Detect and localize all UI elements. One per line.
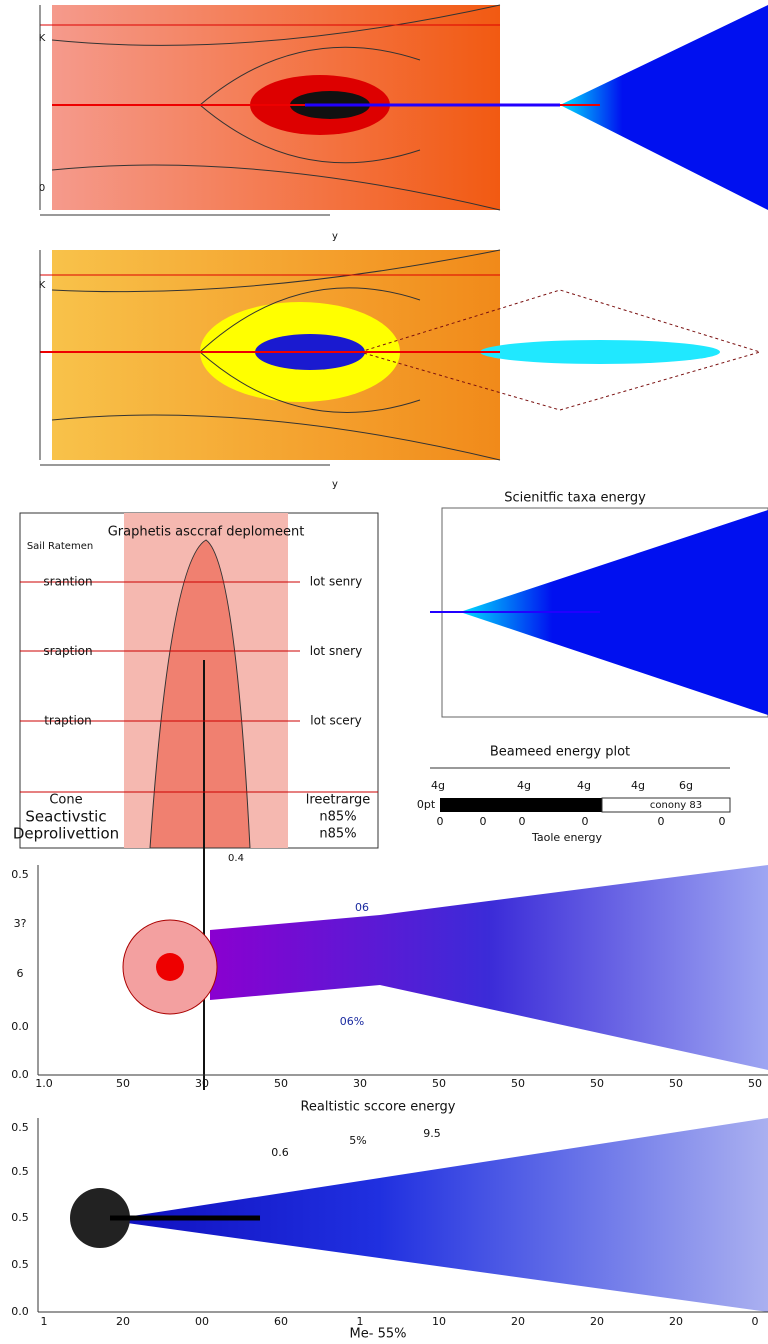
label: lot senry [310,575,362,589]
label: 20 [590,1315,604,1328]
label: 0.0 [11,1020,29,1033]
label: y [332,479,338,490]
label: traption [44,714,92,728]
panel-2 [39,249,762,466]
label: srantion [43,575,92,589]
label: 6g [679,779,693,792]
label: y [332,231,338,242]
title: Realtistic sccore energy [300,1100,455,1115]
label: 00 [195,1315,209,1328]
label: Sail Ratemen [27,541,93,552]
label: 30 [353,1077,367,1090]
label: 50 [669,1077,683,1090]
label: 4g [577,779,591,792]
panel-5 [430,767,731,813]
label: 0.5 [11,1258,29,1271]
bar [601,797,731,813]
curve [51,249,501,461]
panel-4 [430,507,768,718]
cone [210,865,768,1070]
title: Scienitfic taxa energy [504,491,646,506]
label: 50 [748,1077,762,1090]
label: 0.6 [271,1146,289,1159]
label: 9.5 [423,1127,441,1140]
panel-7 [37,1118,768,1313]
label: 0 [437,815,444,828]
label: 60 [274,1315,288,1328]
label: 0 [582,815,589,828]
label: Cone [49,793,82,808]
bar [440,798,602,812]
label: 0.4 [228,853,244,864]
label: 0pt [417,798,436,811]
label: lot scery [310,714,361,728]
label: 10 [432,1315,446,1328]
label: 20 [511,1315,525,1328]
label: 1.0 [35,1077,53,1090]
label: 4g [431,779,445,792]
wedge [560,5,768,210]
label: 0 [719,815,726,828]
label: 0 [39,183,45,194]
panel-6 [37,865,768,1076]
label: sraption [43,644,92,658]
label: n85% [319,827,356,842]
label: 20 [669,1315,683,1328]
label: K [39,33,46,44]
panel-1 [39,4,768,216]
label: Seactivstic [25,808,106,826]
label: 20 [116,1315,130,1328]
label: 0.0 [11,1068,29,1081]
wedge [460,510,768,715]
label: Taole energy [531,831,603,844]
label: 6 [17,967,24,980]
label: 0 [752,1315,759,1328]
label: 30 [195,1077,209,1090]
label: 3? [14,917,27,930]
label: 4g [631,779,645,792]
beam-glow [480,340,720,364]
plume [149,539,251,849]
label: 0.5 [11,1165,29,1178]
label: 50 [511,1077,525,1090]
label: 0.5 [11,1121,29,1134]
label: 1 [41,1315,48,1328]
label: 1 [357,1315,364,1328]
label: lot snery [310,644,362,658]
label: 0.5 [11,1211,29,1224]
title: Graphetis asccraf deplomeent [108,525,305,540]
title: Me- 55% [350,1327,407,1342]
burst-core [156,953,184,981]
label: 50 [274,1077,288,1090]
mesh [358,289,762,411]
cone [120,1118,768,1312]
label: K [39,280,46,291]
label: Deprolivettion [13,825,119,843]
curve [51,4,501,211]
label: 0.5 [11,868,29,881]
label: 5% [349,1134,366,1147]
label: 06 [355,901,369,914]
label: 50 [590,1077,604,1090]
label: 06% [340,1015,364,1028]
label: 0 [658,815,665,828]
label: n85% [319,810,356,825]
label: conony 83 [650,800,702,811]
label: 0 [519,815,526,828]
label: 0.0 [11,1305,29,1318]
panel-3 [19,512,379,1090]
burst [70,1188,130,1248]
label: 0 [480,815,487,828]
label: 50 [432,1077,446,1090]
title: Beameed energy plot [490,745,630,760]
label: 4g [517,779,531,792]
label: 50 [116,1077,130,1090]
label: lreetrarge [306,793,370,808]
